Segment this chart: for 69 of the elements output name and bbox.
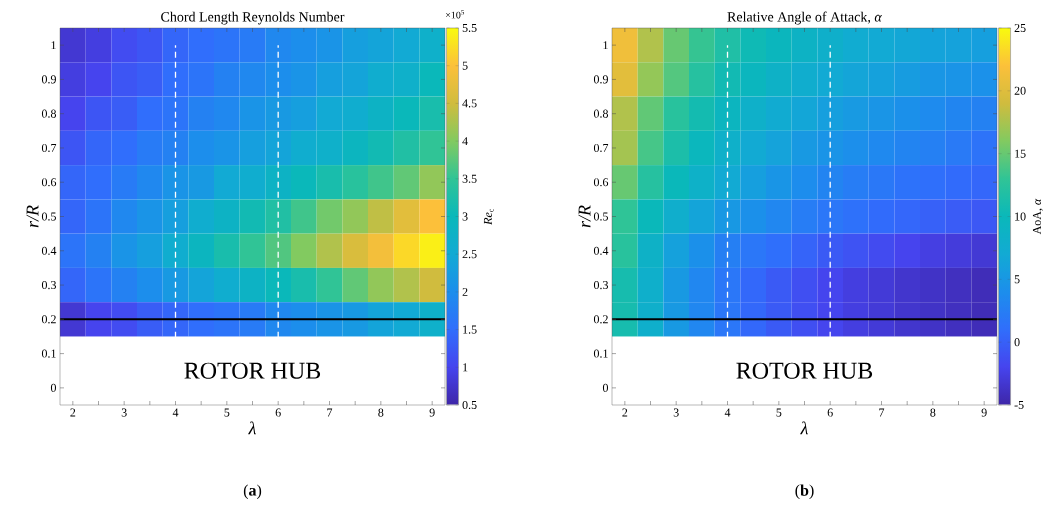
x-tick-label: 3: [673, 408, 679, 417]
y-tick-label: 0.8: [593, 109, 609, 118]
y-tick-label: 0.9: [41, 75, 56, 84]
text: ×10$^{5}$: [445, 10, 465, 19]
y-tick-label: 0.5: [41, 212, 57, 221]
annotation: ROTOR HUB: [736, 362, 873, 379]
x-tick-label: 9: [429, 408, 435, 417]
x-tick-label: 7: [879, 408, 885, 417]
color-bar-label: 5: [462, 61, 468, 70]
y-tick-label: 0.4: [593, 246, 609, 255]
x-tick-label: 2: [70, 408, 76, 417]
y-axis-title: r/R: [578, 205, 591, 228]
color-bar-label: 3: [462, 212, 468, 221]
color-bar-label: 5: [1014, 275, 1020, 284]
y-tick-label: 0.8: [41, 109, 57, 118]
x-tick-label: 3: [121, 408, 127, 417]
y-axis-title: r/R: [26, 205, 39, 228]
color-bar-title: Re$_{c}$: [483, 208, 494, 225]
color-bar-label: 2.5: [462, 250, 477, 259]
text: (a): [243, 484, 262, 499]
y-tick-label: 0.7: [41, 143, 57, 153]
color-bar-label: 20: [1014, 86, 1026, 95]
y-tick-label: 0.1: [41, 349, 56, 358]
y-tick-label: 0.5: [593, 212, 609, 221]
y-tick-label: 1: [51, 41, 56, 50]
x-tick-label: 4: [172, 408, 179, 417]
y-tick-label: 0.9: [593, 75, 608, 84]
color-bar-label: 0: [1014, 338, 1020, 347]
y-tick-label: 0.6: [593, 178, 609, 187]
x-axis-title: λ: [800, 421, 808, 435]
y-tick-label: 0.2: [41, 315, 56, 324]
y-tick-label: 0: [50, 383, 57, 392]
y-tick-label: 0.7: [593, 143, 609, 153]
y-tick-label: 1: [603, 41, 608, 50]
y-tick-label: 0.6: [41, 178, 57, 187]
color-bar-label: 2: [462, 287, 468, 296]
color-bar-label: 1.5: [463, 325, 477, 334]
y-tick-label: 0.2: [593, 315, 608, 324]
color-bar-label: 4: [462, 137, 468, 146]
x-tick-label: 7: [327, 408, 333, 417]
color-bar-title: AoA, α: [1032, 198, 1043, 235]
color-bar-label: 3.5: [462, 174, 477, 183]
x-axis-title: λ: [248, 421, 256, 435]
color-bar-label: -5: [1014, 401, 1024, 409]
color-bar-label: 5.5: [462, 23, 477, 33]
y-tick-label: 0.3: [41, 280, 57, 290]
chart-title: Relative Angle of Attack, α: [727, 11, 882, 25]
color-bar-label: 0.5: [462, 400, 477, 410]
x-tick-label: 8: [378, 408, 384, 417]
chart-title: Chord Length Reynolds Number: [161, 11, 345, 25]
x-tick-label: 5: [776, 408, 782, 417]
text: (b): [795, 484, 814, 499]
y-tick-label: 0: [602, 383, 609, 392]
y-tick-label: 0.1: [593, 349, 608, 358]
color-bar-label: 4.5: [462, 99, 477, 108]
x-tick-label: 2: [622, 408, 628, 417]
x-tick-label: 5: [224, 408, 230, 417]
y-tick-label: 0.3: [593, 280, 609, 290]
annotation: ROTOR HUB: [184, 362, 321, 379]
color-bar-label: 25: [1014, 23, 1026, 33]
y-tick-label: 0.4: [41, 246, 57, 255]
x-tick-label: 6: [275, 408, 281, 417]
x-tick-label: 4: [724, 408, 731, 417]
x-tick-label: 8: [930, 408, 936, 417]
x-tick-label: 6: [827, 408, 833, 417]
color-bar-label: 15: [1015, 149, 1026, 158]
color-bar-label: 1: [463, 363, 468, 372]
x-tick-label: 9: [981, 408, 987, 417]
color-bar-label: 10: [1015, 212, 1026, 221]
